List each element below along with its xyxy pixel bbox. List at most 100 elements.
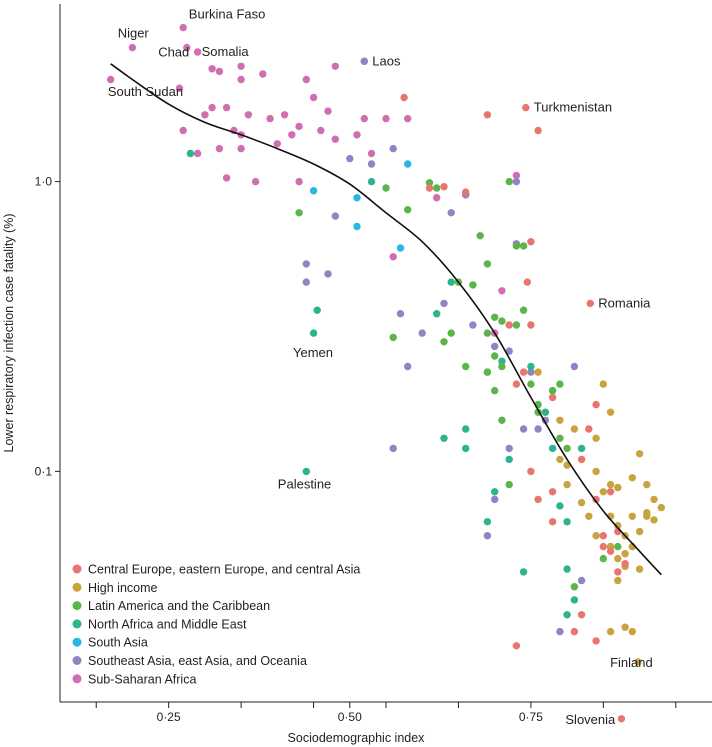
data-point — [635, 565, 644, 573]
data-point — [331, 135, 339, 143]
data-point — [592, 467, 600, 476]
data-point — [400, 93, 408, 102]
data-point — [491, 488, 499, 496]
data-point — [404, 114, 412, 123]
data-point — [534, 126, 542, 135]
annotation-label: Niger — [118, 26, 150, 41]
data-point — [592, 637, 600, 645]
data-point — [527, 368, 535, 376]
data-point — [534, 425, 542, 433]
legend-label: South Asia — [88, 636, 148, 650]
data-point — [621, 560, 629, 568]
data-point — [563, 518, 571, 526]
data-point — [462, 425, 470, 433]
data-point — [643, 512, 651, 520]
data-point — [563, 444, 571, 453]
data-point — [628, 512, 636, 520]
data-point — [592, 532, 600, 540]
data-point — [251, 177, 260, 186]
data-point — [353, 131, 361, 139]
data-point — [280, 111, 289, 119]
data-point — [313, 306, 321, 314]
data-point — [396, 310, 405, 318]
data-point — [462, 444, 470, 453]
data-point — [317, 126, 325, 135]
data-point — [483, 368, 492, 376]
data-point — [548, 488, 557, 496]
data-point — [628, 627, 636, 636]
data-point — [331, 62, 339, 70]
data-point — [599, 532, 607, 540]
data-point — [186, 149, 195, 158]
trend-curve-group — [110, 63, 662, 576]
data-point — [498, 357, 506, 365]
data-point — [577, 498, 586, 507]
data-point — [295, 177, 303, 186]
data-point — [519, 368, 528, 376]
data-point — [643, 480, 651, 489]
data-point — [324, 270, 332, 278]
data-point — [433, 310, 441, 318]
data-point — [570, 627, 579, 636]
data-point — [599, 542, 607, 551]
data-point — [606, 488, 615, 496]
data-point — [512, 171, 521, 180]
data-point — [556, 502, 564, 510]
data-point — [606, 627, 615, 636]
data-point — [523, 278, 531, 286]
annotation-label: South Sudan — [108, 84, 183, 99]
data-point — [462, 362, 470, 371]
data-point — [586, 299, 594, 308]
data-point — [563, 480, 571, 489]
legend-label: Sub-Saharan Africa — [88, 672, 196, 686]
data-point — [208, 65, 216, 73]
annotation-label: Romania — [598, 295, 651, 310]
x-tick-label: 0·25 — [157, 710, 181, 724]
data-point — [389, 333, 397, 342]
data-point — [585, 512, 593, 520]
data-point — [389, 253, 397, 261]
data-point — [606, 408, 615, 416]
data-point — [302, 278, 310, 286]
data-point — [266, 114, 274, 123]
data-point — [324, 107, 332, 115]
data-point — [244, 111, 253, 119]
data-point — [215, 144, 224, 153]
data-point — [512, 177, 521, 186]
data-point — [360, 57, 368, 65]
data-point — [614, 521, 622, 530]
data-point — [433, 184, 441, 192]
data-point — [519, 425, 528, 433]
data-point — [621, 623, 629, 631]
data-point — [617, 715, 626, 723]
data-point — [469, 281, 477, 289]
data-point — [498, 362, 506, 371]
y-tick-label: 0·1 — [35, 464, 53, 478]
data-point — [193, 48, 202, 56]
data-point — [585, 425, 593, 433]
data-point — [183, 43, 191, 52]
country-annotations: Niger Burkina Faso Chad Somalia South Sudan L… — [108, 7, 653, 727]
data-point — [360, 114, 368, 123]
data-point — [614, 568, 622, 576]
data-point — [577, 611, 586, 619]
data-point — [556, 434, 564, 442]
data-point — [650, 516, 658, 524]
data-point — [505, 347, 513, 355]
data-point — [505, 444, 513, 453]
data-point — [302, 75, 310, 84]
data-point — [273, 140, 281, 148]
data-point — [404, 206, 412, 214]
data-point — [295, 122, 303, 131]
data-point — [175, 84, 184, 92]
data-point — [418, 329, 426, 337]
data-point — [237, 75, 245, 84]
data-point — [309, 187, 318, 195]
data-point — [628, 474, 636, 482]
data-point — [237, 62, 245, 70]
legend-label: Southeast Asia, east Asia, and Oceania — [88, 654, 307, 668]
data-point — [447, 209, 455, 217]
data-point — [505, 177, 513, 186]
data-point — [635, 450, 644, 458]
data-point — [519, 306, 528, 314]
